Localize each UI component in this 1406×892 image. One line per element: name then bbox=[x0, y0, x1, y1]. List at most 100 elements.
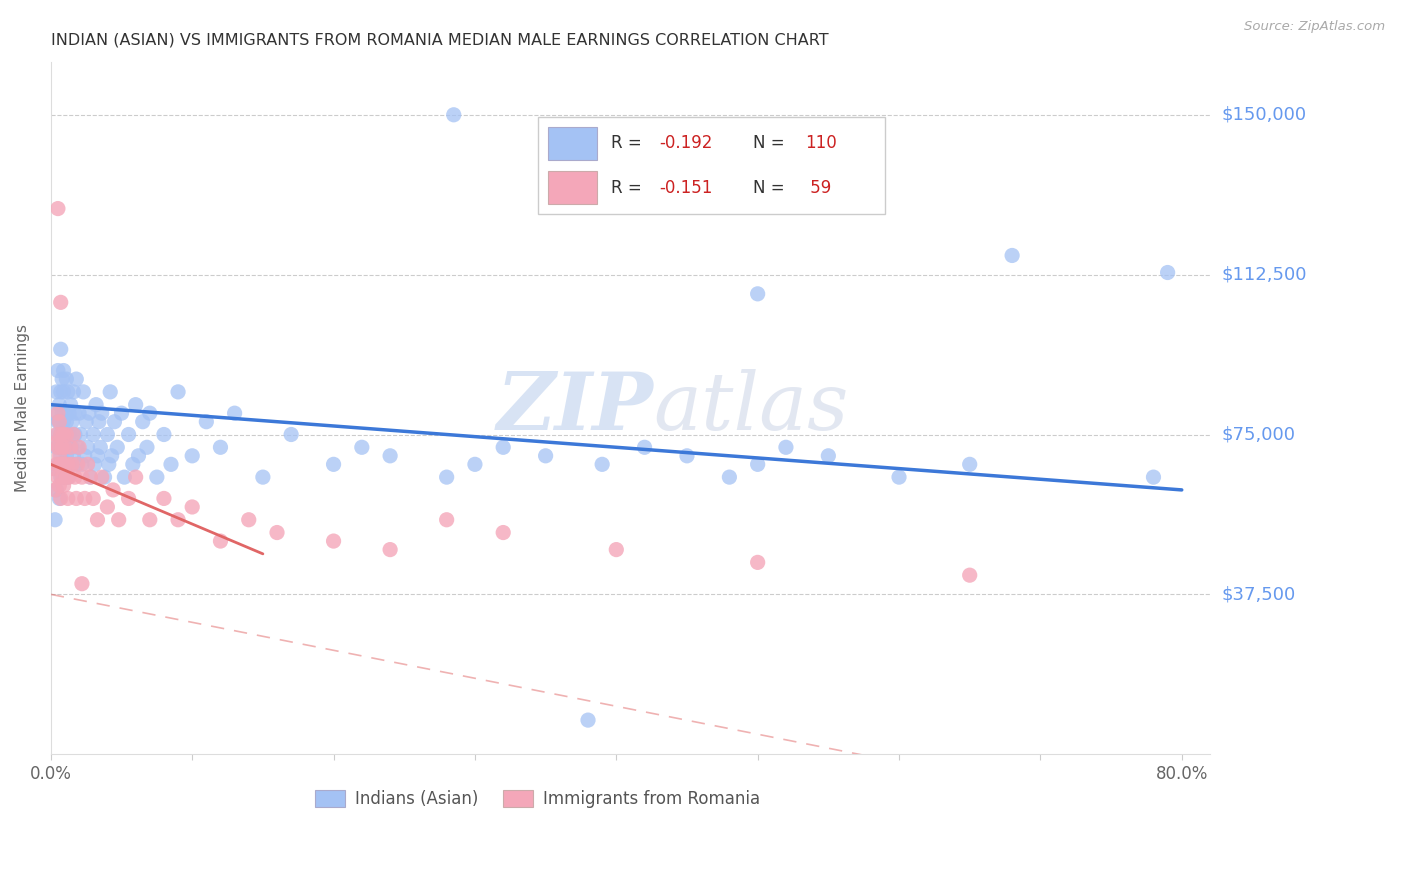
Point bbox=[136, 440, 159, 454]
Point bbox=[82, 427, 104, 442]
Point bbox=[160, 458, 183, 472]
Point bbox=[52, 363, 75, 377]
Point bbox=[60, 440, 83, 454]
Point bbox=[90, 406, 112, 420]
Point bbox=[96, 500, 118, 514]
Point bbox=[1001, 248, 1024, 262]
Point bbox=[60, 415, 83, 429]
Point bbox=[124, 470, 146, 484]
Point bbox=[45, 458, 67, 472]
Point bbox=[53, 406, 76, 420]
Point bbox=[51, 440, 73, 454]
Point bbox=[51, 406, 73, 420]
Point bbox=[48, 415, 70, 429]
Point bbox=[46, 427, 69, 442]
Point bbox=[63, 470, 86, 484]
Point bbox=[97, 458, 120, 472]
Point bbox=[45, 427, 67, 442]
Text: INDIAN (ASIAN) VS IMMIGRANTS FROM ROMANIA MEDIAN MALE EARNINGS CORRELATION CHART: INDIAN (ASIAN) VS IMMIGRANTS FROM ROMANI… bbox=[51, 33, 828, 48]
Point bbox=[83, 458, 105, 472]
Point bbox=[98, 384, 121, 399]
Point bbox=[591, 458, 613, 472]
Point bbox=[124, 398, 146, 412]
Point bbox=[49, 427, 72, 442]
Point bbox=[42, 461, 65, 475]
Point bbox=[73, 449, 96, 463]
Point bbox=[322, 458, 344, 472]
Point bbox=[59, 440, 82, 454]
Point bbox=[132, 415, 155, 429]
Point bbox=[49, 427, 72, 442]
Point bbox=[65, 372, 87, 386]
Point bbox=[49, 384, 72, 399]
Point bbox=[70, 576, 93, 591]
Point bbox=[76, 440, 98, 454]
Point bbox=[676, 449, 699, 463]
Point bbox=[79, 470, 101, 484]
Point bbox=[46, 470, 69, 484]
Point bbox=[49, 449, 72, 463]
Point bbox=[51, 372, 73, 386]
Point bbox=[46, 440, 69, 454]
Point bbox=[146, 470, 169, 484]
Point bbox=[252, 470, 274, 484]
Point bbox=[224, 406, 246, 420]
Point bbox=[66, 458, 89, 472]
Point bbox=[103, 415, 125, 429]
Point bbox=[598, 180, 620, 194]
Point bbox=[45, 483, 67, 497]
Point bbox=[96, 427, 118, 442]
Point bbox=[76, 458, 98, 472]
Point bbox=[89, 440, 111, 454]
Point bbox=[45, 440, 67, 454]
Point bbox=[51, 470, 73, 484]
Point bbox=[59, 458, 82, 472]
Point bbox=[77, 406, 100, 420]
Point bbox=[46, 363, 69, 377]
Point bbox=[443, 108, 465, 122]
Point bbox=[436, 513, 458, 527]
Point bbox=[55, 415, 77, 429]
Point bbox=[959, 458, 981, 472]
Point bbox=[464, 458, 486, 472]
Point bbox=[87, 415, 110, 429]
Point bbox=[48, 440, 70, 454]
Point bbox=[117, 427, 139, 442]
Point bbox=[56, 440, 79, 454]
Point bbox=[45, 384, 67, 399]
Point bbox=[53, 440, 76, 454]
Point bbox=[48, 398, 70, 412]
Point bbox=[53, 458, 76, 472]
Text: $75,000: $75,000 bbox=[1222, 425, 1295, 443]
Point bbox=[49, 458, 72, 472]
Point bbox=[747, 555, 769, 569]
Point bbox=[84, 398, 107, 412]
Point bbox=[167, 513, 190, 527]
Point bbox=[49, 491, 72, 506]
Point bbox=[209, 440, 232, 454]
Point bbox=[605, 542, 627, 557]
Point bbox=[59, 398, 82, 412]
Point bbox=[48, 478, 70, 492]
Point bbox=[52, 470, 75, 484]
Point bbox=[48, 491, 70, 506]
Point bbox=[127, 449, 149, 463]
Point bbox=[65, 491, 87, 506]
Point bbox=[280, 427, 302, 442]
Point bbox=[66, 440, 89, 454]
Point bbox=[55, 470, 77, 484]
Point bbox=[52, 427, 75, 442]
Point bbox=[70, 470, 93, 484]
Point bbox=[105, 440, 128, 454]
Point bbox=[60, 458, 83, 472]
Point bbox=[48, 449, 70, 463]
Point bbox=[90, 470, 112, 484]
Point bbox=[46, 415, 69, 429]
Point bbox=[55, 449, 77, 463]
Point bbox=[110, 406, 132, 420]
Point bbox=[55, 372, 77, 386]
Point bbox=[56, 458, 79, 472]
Point bbox=[63, 427, 86, 442]
Point bbox=[209, 534, 232, 549]
Point bbox=[72, 384, 94, 399]
